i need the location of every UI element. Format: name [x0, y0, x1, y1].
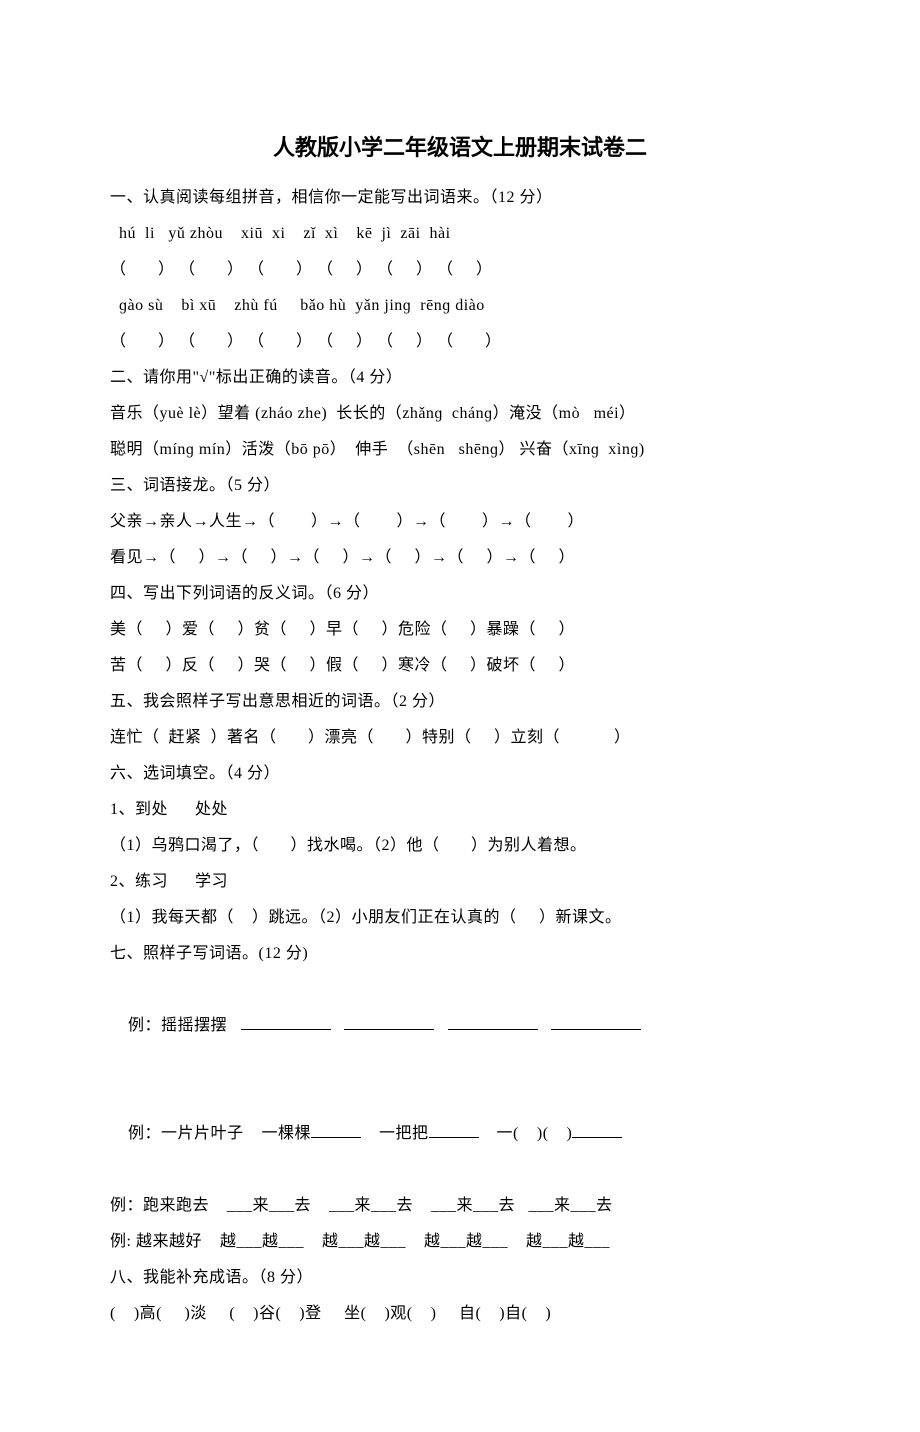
blank-field: [551, 1013, 641, 1030]
q4-line2: 苦（ ）反（ ）哭（ ）假（ ）寒冷（ ）破坏（ ）: [110, 648, 810, 684]
exam-page: 人教版小学二年级语文上册期末试卷二 一、认真阅读每组拼音，相信你一定能写出词语来…: [0, 0, 920, 1432]
q1-row2-blanks: （ ） （ ） （ ） （ ） （ ） （ ）: [110, 324, 810, 360]
q2-heading: 二、请你用"√"标出正确的读音。（4 分）: [110, 360, 810, 396]
q1-row2-pinyin: ɡào sù bì xū zhù fú bǎo hù yǎn jinɡ rēnɡ…: [110, 288, 810, 324]
q6-sub1-head: 1、到处 处处: [110, 792, 810, 828]
q6-sub1-line: （1）乌鸦口渴了，（ ）找水喝。（2）他（ ）为别人着想。: [110, 828, 810, 864]
q7-heading: 七、照样子写词语。(12 分): [110, 936, 810, 972]
q7-ex1-label: 例：摇摇摆摆: [128, 1017, 227, 1034]
q6-sub2-line: （1）我每天都（ ）跳远。（2）小朋友们正在认真的（ ）新课文。: [110, 900, 810, 936]
q1-row1-blanks: （ ） （ ） （ ） （ ） （ ） （ ）: [110, 252, 810, 288]
blank-field: [241, 1013, 331, 1030]
blank-field: [311, 1121, 361, 1138]
q2-line1: 音乐（yuè lè）望着 (zháo zhe) 长长的（zhǎnɡ chánɡ）…: [110, 396, 810, 432]
q5-heading: 五、我会照样子写出意思相近的词语。（2 分）: [110, 684, 810, 720]
q7-ex2-mid: 一把把: [361, 1125, 429, 1142]
blank-field: [572, 1121, 622, 1138]
blank-field: [448, 1013, 538, 1030]
q6-sub2-head: 2、练习 学习: [110, 864, 810, 900]
q1-row1-pinyin: hú li yǔ zhòu xiū xi zǐ xì kē jì zāi hài: [110, 216, 810, 252]
q6-heading: 六、选词填空。（4 分）: [110, 756, 810, 792]
q1-heading: 一、认真阅读每组拼音，相信你一定能写出词语来。（12 分）: [110, 180, 810, 216]
page-title: 人教版小学二年级语文上册期末试卷二: [110, 130, 810, 162]
q5-line1: 连忙（ 赶紧 ）著名（ ）漂亮（ ）特别（ ）立刻（ ）: [110, 720, 810, 756]
q7-ex3: 例：跑来跑去 ___来___去 ___来___去 ___来___去 ___来__…: [110, 1188, 810, 1224]
q7-ex2-tail: 一( )( ): [479, 1125, 573, 1142]
blank-field: [344, 1013, 434, 1030]
q3-line1: 父亲→亲人→人生→（ ）→（ ）→（ ）→（ ）: [110, 504, 810, 540]
q4-line1: 美（ ）爱（ ）贫（ ）早（ ）危险（ ）暴躁（ ）: [110, 612, 810, 648]
q7-ex2: 例：一片片叶子 一棵棵 一把把 一( )( ): [110, 1080, 810, 1188]
q2-line2: 聪明（mínɡ mín）活泼（bō pō） 伸手 （shēn shēnɡ） 兴奋…: [110, 432, 810, 468]
q3-line2: 看见→（ ）→（ ）→（ ）→（ ）→（ ）→（ ）: [110, 540, 810, 576]
q7-ex4: 例: 越来越好 越___越___ 越___越___ 越___越___ 越___越…: [110, 1224, 810, 1260]
q3-heading: 三、词语接龙。（5 分）: [110, 468, 810, 504]
q7-ex1: 例：摇摇摆摆: [110, 972, 810, 1080]
q8-heading: 八、我能补充成语。（8 分）: [110, 1260, 810, 1296]
q7-ex2-prefix: 例：一片片叶子 一棵棵: [128, 1125, 311, 1142]
q4-heading: 四、写出下列词语的反义词。（6 分）: [110, 576, 810, 612]
blank-field: [429, 1121, 479, 1138]
q8-line1: ( )高( )淡 ( )谷( )登 坐( )观( ) 自( )自( ): [110, 1296, 810, 1332]
